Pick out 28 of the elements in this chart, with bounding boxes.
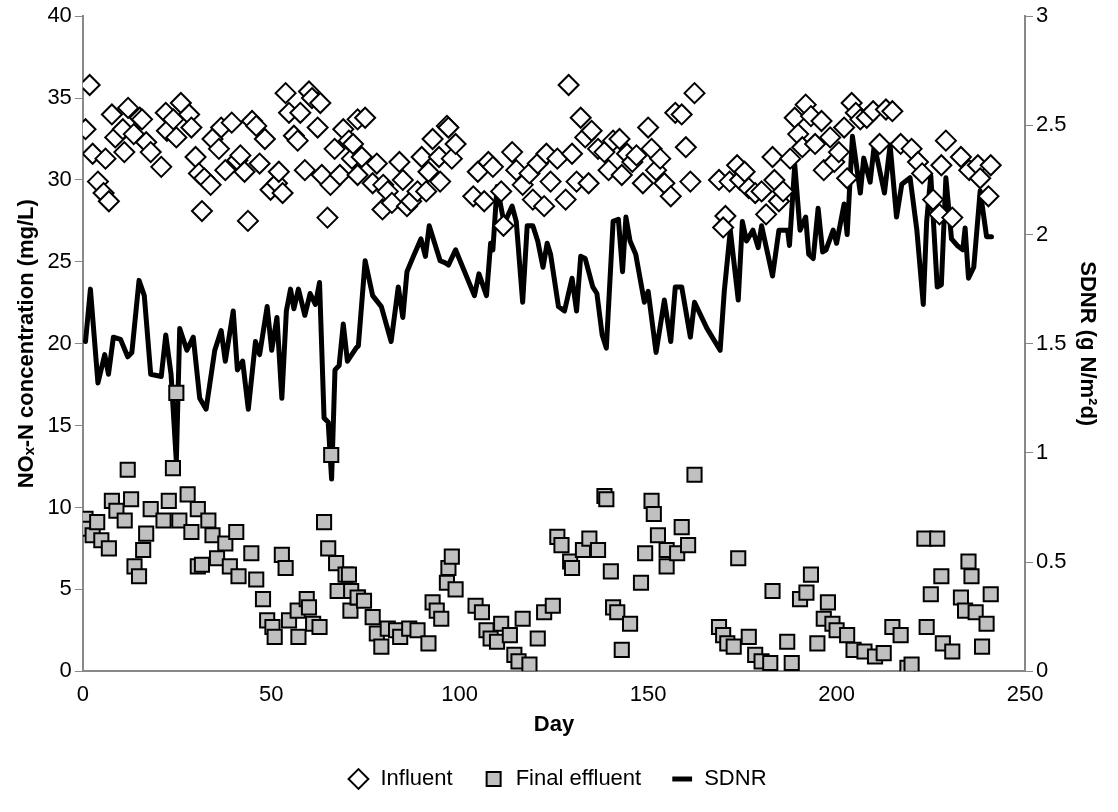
x-tick-label: 200 [818,681,855,707]
y2-tick-label: 1.5 [1036,329,1067,355]
y2-tick-label: 3 [1036,2,1049,28]
y-tick-label: 10 [47,493,72,519]
y2-tick-label: 2 [1036,220,1049,246]
legend-label: Final effluent [515,765,642,791]
y2-tick-label: 0 [1036,657,1049,683]
y-tick-label: 40 [47,2,72,28]
y-tick-label: 0 [59,657,72,683]
y2-tick-label: 1 [1036,438,1049,464]
x-axis-title: Day [533,710,575,736]
y2-tick-label: 0.5 [1036,548,1067,574]
x-tick-label: 150 [629,681,667,707]
x-tick-label: 50 [259,681,284,707]
legend-label: SDNR [704,765,767,791]
y-tick-label: 5 [59,575,72,601]
y-tick-label: 20 [47,329,72,355]
y-tick-label: 15 [47,411,72,437]
x-tick-label: 100 [441,681,479,707]
legend-label: Influent [380,765,453,791]
x-tick-label: 0 [76,681,89,707]
y2-tick-label: 2.5 [1036,111,1067,137]
y-tick-label: 30 [47,166,72,192]
y2-axis-title: SDNR (g N/m²d) [1075,261,1101,427]
y-tick-label: 25 [47,247,72,273]
y-axis-title: NOₓ-N concentration (mg/L) [13,199,39,489]
y-tick-label: 35 [47,84,72,110]
x-tick-label: 250 [1006,681,1044,707]
